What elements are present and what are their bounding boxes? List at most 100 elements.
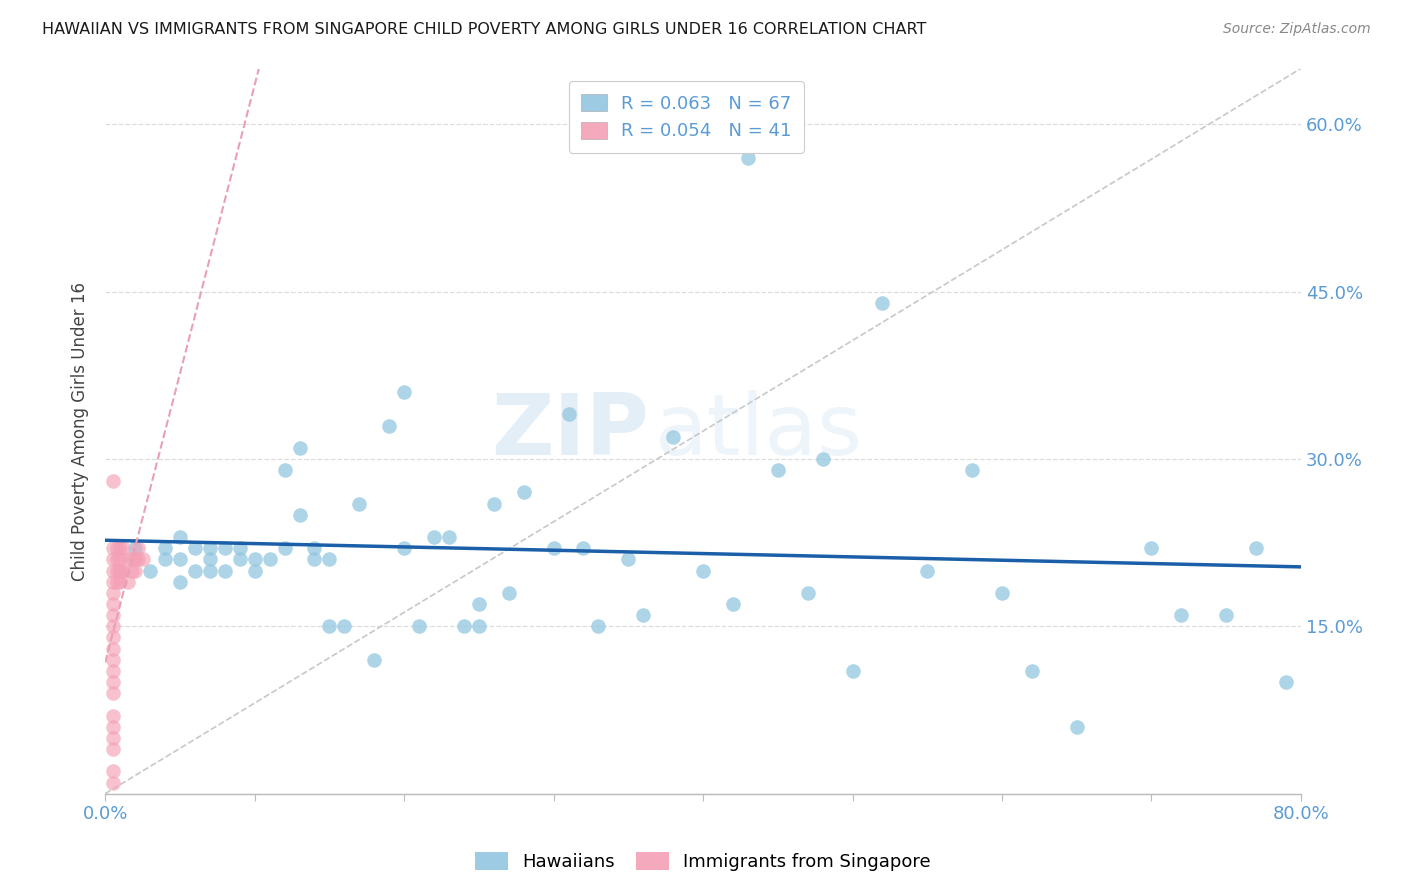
- Point: [108, 564, 131, 578]
- Point: [259, 552, 281, 566]
- Point: [101, 541, 124, 556]
- Point: [121, 552, 143, 566]
- Point: [105, 541, 128, 556]
- Text: atlas: atlas: [655, 390, 863, 473]
- Point: [1215, 608, 1237, 623]
- Point: [184, 541, 207, 556]
- Point: [101, 608, 124, 623]
- Point: [318, 619, 340, 633]
- Point: [543, 541, 565, 556]
- Point: [101, 597, 124, 611]
- Point: [273, 541, 295, 556]
- Point: [468, 597, 491, 611]
- Point: [214, 564, 236, 578]
- Point: [318, 552, 340, 566]
- Point: [101, 742, 124, 756]
- Point: [198, 564, 221, 578]
- Point: [184, 564, 207, 578]
- Point: [1244, 541, 1267, 556]
- Point: [1066, 720, 1088, 734]
- Point: [121, 564, 143, 578]
- Point: [101, 731, 124, 745]
- Point: [127, 541, 149, 556]
- Point: [572, 541, 595, 556]
- Point: [101, 708, 124, 723]
- Y-axis label: Child Poverty Among Girls Under 16: Child Poverty Among Girls Under 16: [72, 282, 89, 581]
- Point: [169, 552, 191, 566]
- Point: [112, 541, 135, 556]
- Point: [512, 485, 534, 500]
- Point: [633, 608, 655, 623]
- Text: HAWAIIAN VS IMMIGRANTS FROM SINGAPORE CHILD POVERTY AMONG GIRLS UNDER 16 CORRELA: HAWAIIAN VS IMMIGRANTS FROM SINGAPORE CH…: [42, 22, 927, 37]
- Point: [408, 619, 430, 633]
- Point: [378, 418, 401, 433]
- Point: [482, 497, 505, 511]
- Point: [349, 497, 371, 511]
- Point: [108, 564, 131, 578]
- Point: [423, 530, 446, 544]
- Point: [333, 619, 356, 633]
- Point: [101, 720, 124, 734]
- Point: [124, 541, 146, 556]
- Point: [117, 574, 139, 589]
- Point: [588, 619, 610, 633]
- Point: [304, 552, 326, 566]
- Point: [139, 564, 162, 578]
- Point: [101, 475, 124, 489]
- Point: [124, 564, 146, 578]
- Point: [737, 151, 759, 165]
- Point: [915, 564, 938, 578]
- Point: [392, 541, 415, 556]
- Point: [131, 552, 153, 566]
- Point: [766, 463, 789, 477]
- Point: [288, 508, 311, 522]
- Point: [105, 564, 128, 578]
- Point: [101, 564, 124, 578]
- Point: [1275, 675, 1298, 690]
- Point: [1140, 541, 1163, 556]
- Point: [960, 463, 983, 477]
- Point: [288, 441, 311, 455]
- Point: [437, 530, 460, 544]
- Point: [101, 653, 124, 667]
- Point: [1170, 608, 1192, 623]
- Point: [153, 541, 176, 556]
- Point: [557, 408, 579, 422]
- Point: [229, 541, 252, 556]
- Point: [105, 552, 128, 566]
- Point: [101, 574, 124, 589]
- Point: [101, 631, 124, 645]
- Point: [453, 619, 475, 633]
- Point: [117, 552, 139, 566]
- Point: [169, 574, 191, 589]
- Point: [169, 530, 191, 544]
- Point: [811, 452, 834, 467]
- Point: [108, 541, 131, 556]
- Point: [841, 664, 863, 678]
- Point: [105, 574, 128, 589]
- Point: [101, 552, 124, 566]
- Point: [101, 641, 124, 656]
- Point: [101, 586, 124, 600]
- Legend: Hawaiians, Immigrants from Singapore: Hawaiians, Immigrants from Singapore: [468, 846, 938, 879]
- Legend: R = 0.063   N = 67, R = 0.054   N = 41: R = 0.063 N = 67, R = 0.054 N = 41: [568, 81, 804, 153]
- Text: ZIP: ZIP: [492, 390, 650, 473]
- Point: [498, 586, 520, 600]
- Point: [101, 686, 124, 700]
- Point: [124, 552, 146, 566]
- Point: [214, 541, 236, 556]
- Point: [229, 552, 252, 566]
- Point: [273, 463, 295, 477]
- Point: [721, 597, 744, 611]
- Point: [101, 619, 124, 633]
- Point: [101, 675, 124, 690]
- Point: [108, 574, 131, 589]
- Point: [662, 430, 685, 444]
- Point: [363, 653, 385, 667]
- Point: [198, 541, 221, 556]
- Point: [468, 619, 491, 633]
- Point: [617, 552, 640, 566]
- Point: [108, 552, 131, 566]
- Point: [127, 552, 149, 566]
- Point: [392, 385, 415, 400]
